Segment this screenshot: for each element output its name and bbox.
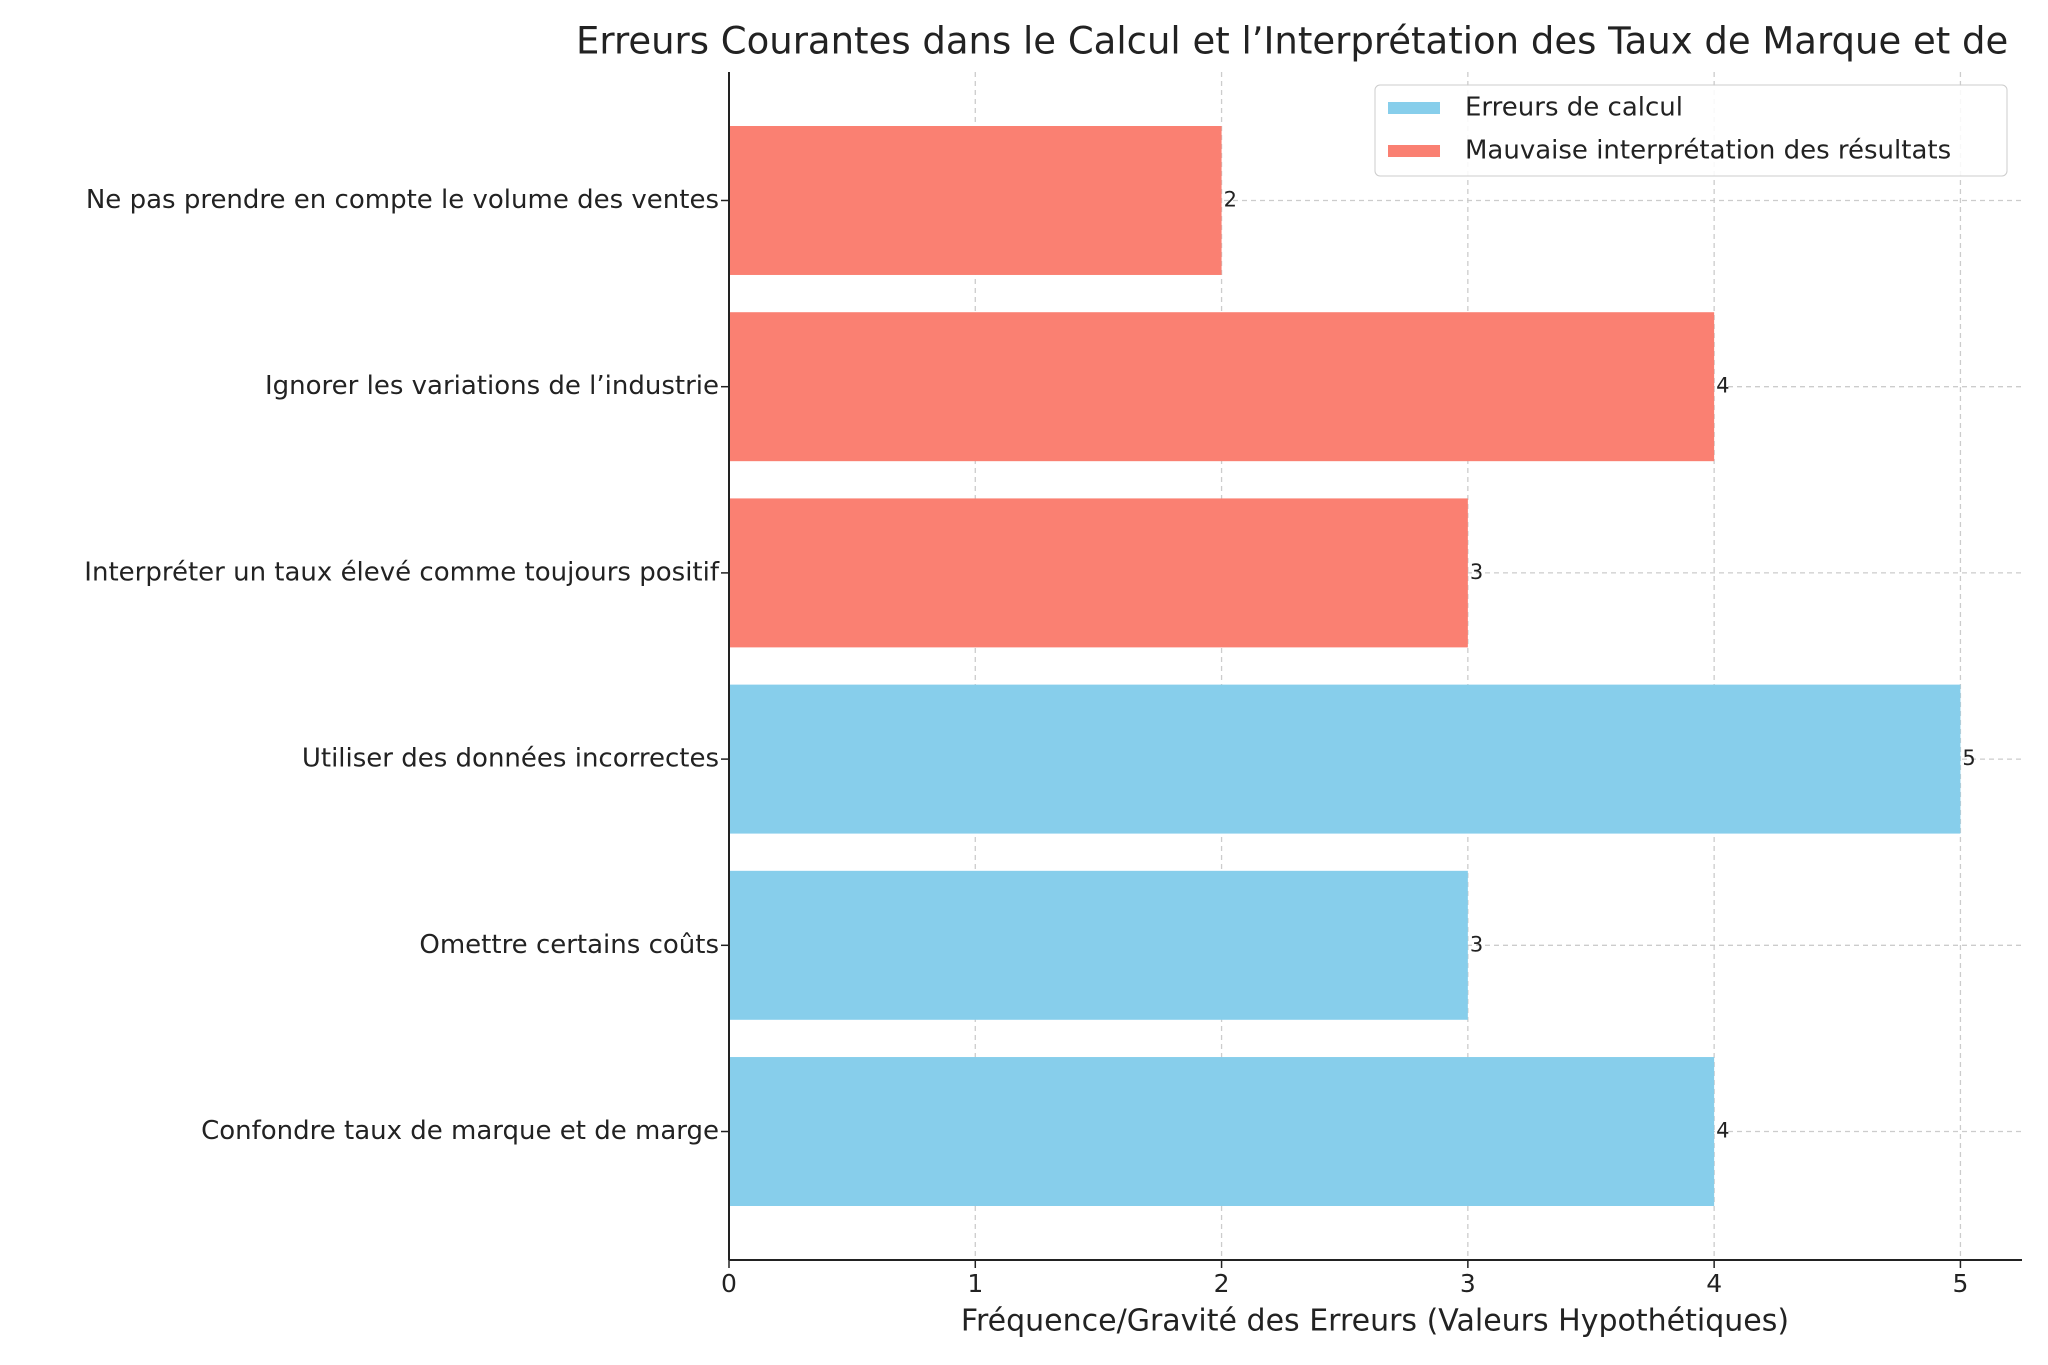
x-tick-label: 1 (967, 1269, 983, 1298)
chart-title: Erreurs Courantes dans le Calcul et l’In… (576, 20, 2008, 63)
bar (729, 1057, 1715, 1206)
value-label: 4 (1716, 374, 1729, 398)
value-label: 5 (1962, 746, 1975, 770)
bar (729, 684, 1961, 834)
legend-box (1374, 84, 2008, 177)
bar (729, 498, 1468, 648)
x-tick-label: 0 (721, 1269, 737, 1298)
y-tick-label: Utiliser des données incorrectes (302, 744, 719, 774)
x-tick-label: 5 (1952, 1269, 1968, 1298)
value-label: 2 (1224, 187, 1237, 211)
x-tick-label: 2 (1214, 1269, 1230, 1298)
legend-swatch (1388, 145, 1440, 157)
y-tick-label: Ne pas prendre en compte le volume des v… (86, 185, 719, 215)
bar (729, 126, 1222, 275)
legend-swatch (1388, 102, 1440, 114)
x-axis-label: Fréquence/Gravité des Erreurs (Valeurs H… (961, 1304, 1789, 1339)
y-tick-label: Ignorer les variations de l’industrie (265, 371, 719, 401)
value-label: 4 (1716, 1119, 1729, 1143)
y-tick-label: Interpréter un taux élevé comme toujours… (84, 557, 720, 587)
bar (729, 870, 1468, 1020)
legend-label: Mauvaise interprétation des résultats (1465, 136, 1951, 166)
bar (729, 312, 1715, 462)
value-label: 3 (1470, 932, 1483, 956)
x-tick-label: 4 (1706, 1269, 1722, 1298)
y-tick-label: Omettre certains coûts (419, 930, 719, 960)
legend-label: Erreurs de calcul (1465, 93, 1683, 123)
value-label: 3 (1470, 560, 1483, 584)
x-tick-label: 3 (1460, 1269, 1476, 1298)
y-tick-label: Confondre taux de marque et de marge (201, 1116, 719, 1146)
